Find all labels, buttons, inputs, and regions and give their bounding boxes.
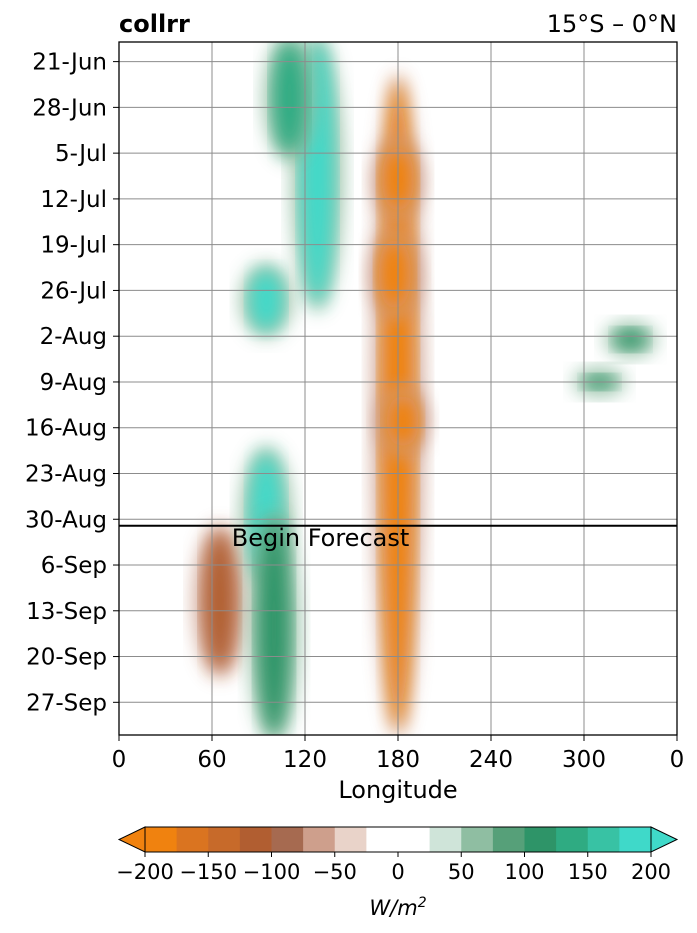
y-tick-label-3: 5-Jul xyxy=(55,141,107,167)
colorbar-swatch-14 xyxy=(587,827,620,852)
y-tick-label-9: 16-Aug xyxy=(25,416,107,442)
colorbar-swatch-11 xyxy=(492,827,525,852)
x-tick-label-2: 60 xyxy=(197,747,226,773)
chart-title-right: 15°S – 0°N xyxy=(547,10,677,38)
unit-base: W/m xyxy=(369,896,417,920)
x-tick-label-3: 120 xyxy=(283,747,327,773)
y-tick-label-15: 27-Sep xyxy=(26,690,107,716)
y-tick-label-2: 28-Jun xyxy=(32,95,107,121)
y-tick-label-7: 2-Aug xyxy=(40,324,107,350)
x-axis: 0 60 120 180 240 300 0 xyxy=(112,735,685,773)
colorbar-swatch-1 xyxy=(145,827,178,852)
x-axis-label: Longitude xyxy=(338,776,457,804)
colorbar-swatch-3 xyxy=(208,827,241,852)
colorbar-swatch-9 xyxy=(429,827,462,852)
y-tick-label-1: 21-Jun xyxy=(32,50,107,76)
colorbar-tick-label-6: 50 xyxy=(448,860,475,884)
colorbar-swatch-2 xyxy=(176,827,209,852)
chart-title-left: collrr xyxy=(119,10,190,38)
colorbar-swatch-12 xyxy=(524,827,557,852)
anomaly-core-4 xyxy=(386,395,419,448)
colorbar-tick-label-9: 200 xyxy=(631,860,671,884)
colorbar-swatch-15 xyxy=(619,827,652,852)
colorbar-swatch-6 xyxy=(303,827,336,852)
y-tick-label-4: 12-Jul xyxy=(40,187,107,213)
x-tick-label-4: 180 xyxy=(376,747,420,773)
colorbar-extend-high xyxy=(650,826,679,853)
anomaly-core-11 xyxy=(614,329,647,350)
y-axis: 21-Jun 28-Jun 5-Jul 12-Jul 19-Jul 26-Jul 2-Aug… xyxy=(25,50,119,716)
colorbar-extend-low xyxy=(117,826,146,853)
anomaly-core-10 xyxy=(273,42,306,154)
plot-area: Begin Forecast xyxy=(118,41,678,736)
anomaly-core-7 xyxy=(250,270,283,330)
colorbar-tick-label-5: 0 xyxy=(391,860,404,884)
colorbar-tick-label-1: −200 xyxy=(116,860,174,884)
colorbar-swatch-8 xyxy=(366,827,431,852)
colorbar-swatch-10 xyxy=(461,827,494,852)
y-tick-label-6: 26-Jul xyxy=(40,278,107,304)
colorbar-tick-label-7: 100 xyxy=(504,860,544,884)
x-tick-label-1: 0 xyxy=(112,747,127,773)
unit-exponent: 2 xyxy=(418,895,427,911)
colorbar-tick-label-8: 150 xyxy=(568,860,608,884)
colorbar-tick-label-4: −50 xyxy=(313,860,357,884)
colorbar-swatch-7 xyxy=(334,827,367,852)
x-tick-label-7: 0 xyxy=(670,747,685,773)
grid-lines xyxy=(119,42,677,735)
y-tick-label-5: 19-Jul xyxy=(40,233,107,259)
y-tick-label-10: 23-Aug xyxy=(25,461,107,487)
anomaly-core-5 xyxy=(203,532,236,670)
colorbar-swatch-5 xyxy=(271,827,304,852)
y-tick-label-13: 13-Sep xyxy=(26,599,107,625)
forecast-annotation: Begin Forecast xyxy=(232,524,410,552)
colorbar-swatch-13 xyxy=(556,827,589,852)
x-tick-label-5: 240 xyxy=(469,747,513,773)
colorbar: −200 −150 −100 −50 0 50 100 150 200 xyxy=(116,826,679,884)
colorbar-swatch-4 xyxy=(239,827,272,852)
colorbar-tick-label-2: −150 xyxy=(179,860,237,884)
colorbar-unit-label: W/m2 xyxy=(369,895,426,920)
y-tick-label-11: 30-Aug xyxy=(25,507,107,533)
anomaly-core-9 xyxy=(258,519,290,735)
x-tick-label-6: 300 xyxy=(562,747,606,773)
y-tick-label-12: 6-Sep xyxy=(41,553,107,579)
colorbar-tick-label-3: −100 xyxy=(243,860,301,884)
anomaly-core-3 xyxy=(378,238,411,311)
y-tick-label-14: 20-Sep xyxy=(26,645,107,671)
y-tick-label-8: 9-Aug xyxy=(40,370,107,396)
anomaly-field xyxy=(193,42,657,735)
